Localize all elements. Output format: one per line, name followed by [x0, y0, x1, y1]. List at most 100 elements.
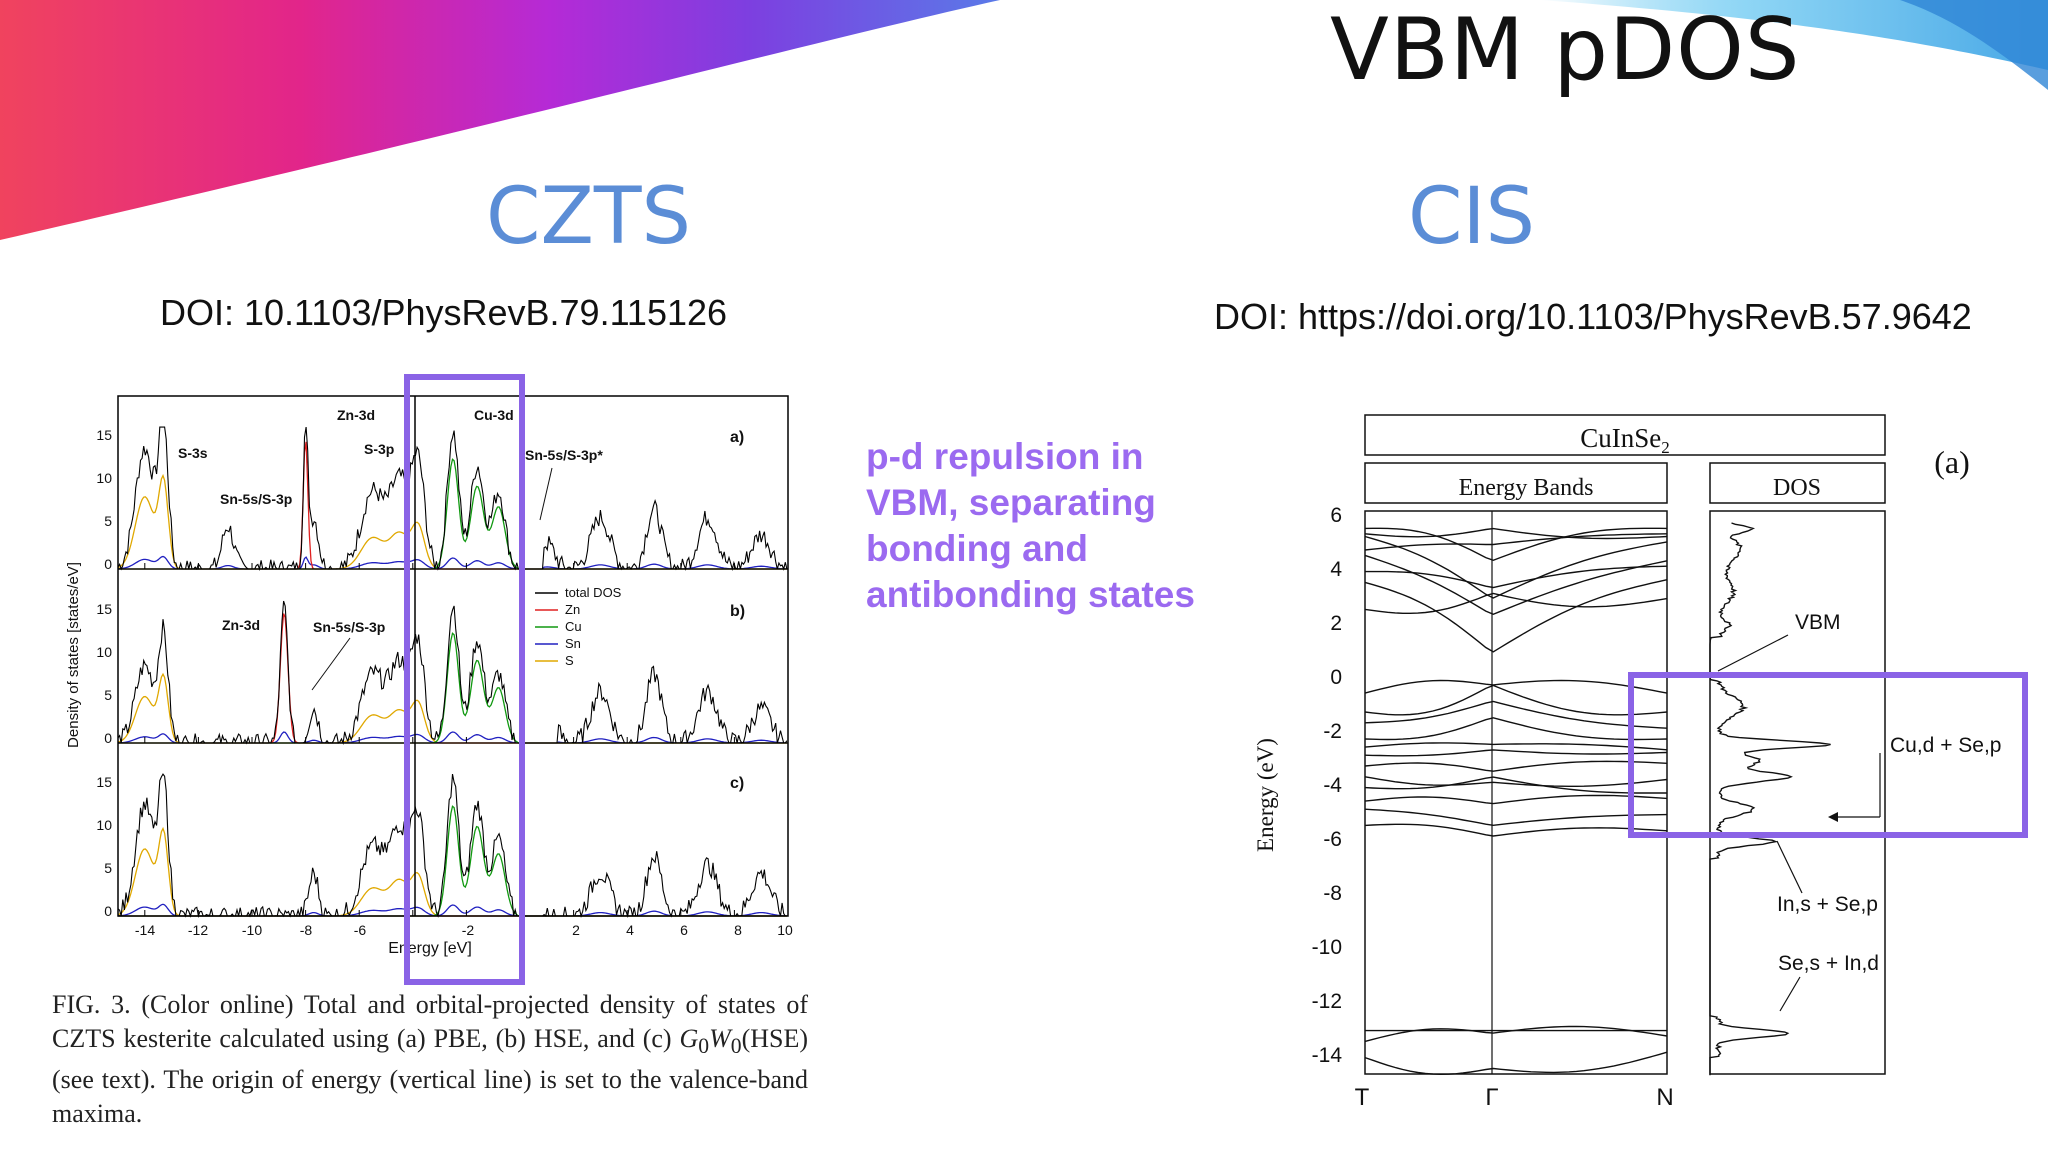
band-line: [1364, 742, 1668, 751]
legend-cu: Cu: [565, 619, 582, 634]
band-line: [1364, 776, 1667, 794]
caption-g: G: [679, 1024, 699, 1053]
annotation: Sn-5s/S-3p: [313, 619, 385, 635]
cis-y-axis-label: Energy (eV): [1253, 738, 1278, 852]
caption-text-1: (Color online) Total and orbital-project…: [52, 990, 809, 1053]
dos-curve: [117, 426, 788, 572]
legend-total-dos: total DOS: [565, 585, 622, 600]
caption-text-2: (HSE) (see text). The origin of energy (…: [52, 1024, 808, 1129]
legend-sn: Sn: [565, 636, 581, 651]
y-tick: -8: [1323, 882, 1342, 905]
band-line: [1364, 527, 1668, 540]
dos-curve: [118, 632, 787, 744]
dos-curve: [118, 458, 787, 570]
y-tick: 0: [1330, 666, 1342, 689]
y-tick: 2: [1330, 612, 1342, 635]
caption-sub: 0: [698, 1034, 710, 1059]
band-line: [1364, 679, 1668, 694]
cis-doi: DOI: https://doi.org/10.1103/PhysRevB.57…: [1214, 296, 1972, 337]
band-line: [1364, 592, 1668, 615]
callout-text: p-d repulsion in VBM, separating bonding…: [866, 436, 1195, 615]
band-line: [1364, 533, 1668, 551]
y-tick: -6: [1323, 828, 1342, 851]
x-tick: -14: [135, 922, 155, 938]
x-tick: 6: [680, 922, 688, 938]
annotation: S-3s: [178, 445, 208, 461]
dos-curve: [117, 903, 787, 917]
annotation: Zn-3d: [222, 617, 260, 633]
panel-label-a: a): [730, 429, 744, 446]
czts-x-axis-label: Energy [eV]: [388, 940, 472, 957]
band-line: [1364, 717, 1668, 741]
band-line: [1364, 808, 1668, 827]
y-tick: 0: [104, 730, 112, 746]
x-tick: -2: [462, 922, 475, 938]
header-swoosh: [0, 0, 2048, 240]
y-tick: -12: [1312, 990, 1342, 1013]
dos-curve: [117, 826, 787, 917]
y-tick: 5: [104, 687, 112, 703]
panel-label-b: b): [730, 603, 745, 620]
band-line: [1364, 776, 1668, 787]
dos-curve: [118, 805, 787, 917]
ses-ind-label: Se,s + In,d: [1778, 952, 1879, 975]
x-tick: -12: [188, 922, 208, 938]
x-tick: -6: [354, 922, 367, 938]
cis-band-figure: CuInSe2 Energy Bands DOS (a) 6 4 2 0 -2 …: [1253, 414, 2028, 1111]
y-tick: -10: [1312, 936, 1342, 959]
cis-vbm-highlight-box: [1628, 672, 2028, 838]
annotation: S-3p: [364, 441, 394, 457]
y-tick: 15: [96, 427, 112, 443]
band-line: [1364, 554, 1668, 616]
y-tick: -4: [1323, 774, 1342, 797]
czts-doi: DOI: 10.1103/PhysRevB.79.115126: [160, 292, 728, 333]
band-line: [1364, 535, 1668, 599]
caption-w: W: [709, 1024, 731, 1053]
y-tick: 5: [104, 513, 112, 529]
cis-dos-frame: [1709, 510, 1886, 1075]
czts-vbm-highlight-box: [404, 374, 525, 985]
czts-plot-frame: [117, 395, 789, 917]
cis-panel-label: (a): [1934, 444, 1970, 480]
band-line: [1364, 749, 1668, 757]
legend-zn: Zn: [565, 602, 580, 617]
band-line: [1365, 565, 1668, 589]
czts-y-axis-label: Density of states [states/eV]: [65, 562, 82, 748]
x-tick: 4: [626, 922, 634, 938]
y-tick: 6: [1330, 504, 1342, 527]
x-tick: 8: [734, 922, 742, 938]
cis-dos-header: DOS: [1773, 475, 1821, 501]
annotation: Cu-3d: [474, 407, 514, 423]
caption-fig-label: FIG. 3.: [52, 990, 131, 1019]
k-point: T: [1355, 1084, 1370, 1111]
k-point: Γ: [1485, 1084, 1498, 1111]
y-tick: 0: [104, 556, 112, 572]
dos-curve: [1709, 522, 1831, 1076]
annotation: Sn-5s/S-3p*: [525, 447, 603, 463]
czts-figure-caption: FIG. 3. (Color online) Total and orbital…: [52, 988, 808, 1131]
y-tick: 0: [104, 903, 112, 919]
y-tick: -14: [1312, 1044, 1343, 1067]
band-line: [1364, 760, 1668, 772]
slide-title: VBM pDOS: [1330, 0, 1801, 100]
x-tick: -10: [242, 922, 262, 938]
vbm-label: VBM: [1795, 611, 1841, 634]
czts-heading: CZTS: [486, 172, 692, 262]
y-tick: 10: [96, 817, 112, 833]
y-tick: 15: [96, 774, 112, 790]
panel-label-c: c): [730, 775, 744, 792]
annotation: Zn-3d: [337, 407, 375, 423]
y-tick: 10: [96, 644, 112, 660]
y-tick: 15: [96, 601, 112, 617]
band-line: [1364, 684, 1668, 716]
cis-title: CuInSe2: [1580, 423, 1670, 457]
y-tick: -2: [1323, 720, 1342, 743]
dos-curve: [117, 600, 788, 746]
legend-s: S: [565, 653, 574, 668]
band-line: [1364, 823, 1668, 837]
dos-curve: [117, 473, 787, 570]
k-point: N: [1656, 1084, 1673, 1111]
x-tick: 10: [777, 922, 793, 938]
czts-dos-figure: 0 5 10 15 0 5 10 15 0 5 10 15 Density of…: [65, 374, 793, 985]
annotation: Sn-5s/S-3p: [220, 491, 292, 507]
